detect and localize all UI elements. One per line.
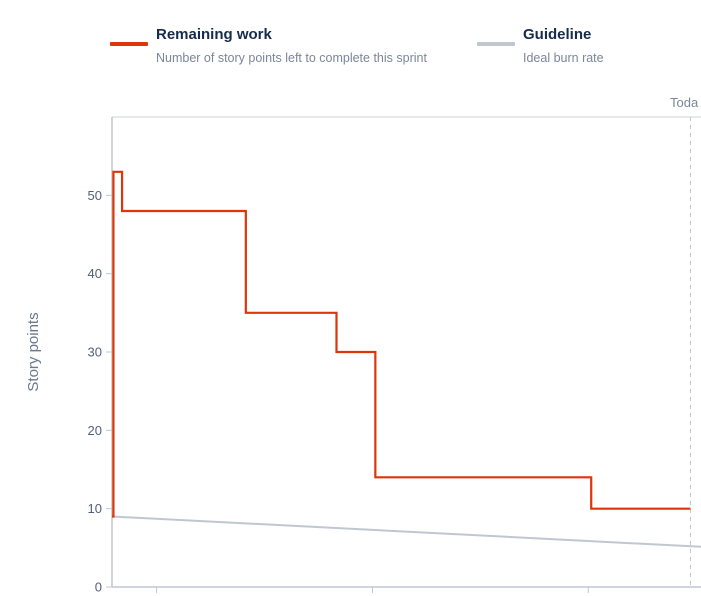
- y-tick-label: 20: [88, 423, 102, 438]
- y-tick-label: 50: [88, 188, 102, 203]
- legend-guideline-description: Ideal burn rate: [523, 51, 604, 65]
- y-tick-label: 40: [88, 266, 102, 281]
- x-axis-ticks: [156, 587, 589, 593]
- y-axis-label: Story points: [25, 312, 42, 391]
- legend-guideline-swatch: [477, 42, 515, 46]
- y-axis-ticks: 0 10 20 30 40 50: [88, 188, 112, 595]
- legend-remaining-description: Number of story points left to complete …: [156, 51, 427, 65]
- legend-remaining-title: Remaining work: [156, 26, 272, 43]
- guideline-series-line: [111, 515, 701, 548]
- legend-guideline-title: Guideline: [523, 26, 592, 43]
- y-tick-label: 30: [88, 345, 102, 360]
- chart-axes: [111, 116, 701, 588]
- chart-series: [111, 170, 701, 548]
- today-label: Toda: [670, 95, 699, 110]
- y-tick-label: 0: [95, 580, 102, 595]
- y-tick-label: 10: [88, 501, 102, 516]
- legend-remaining-swatch: [110, 42, 148, 46]
- today-marker: Toda: [670, 95, 699, 587]
- remaining-work-series-line: [112, 170, 691, 518]
